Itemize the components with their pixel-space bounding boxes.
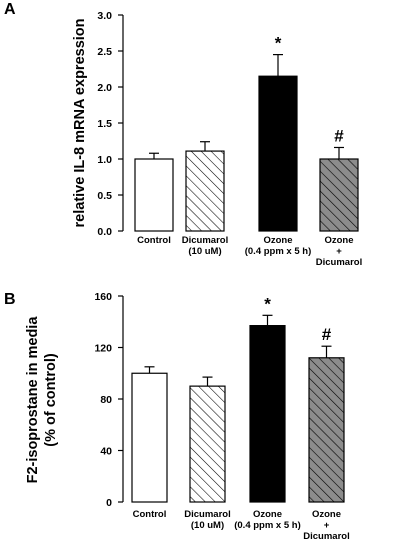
panel-b-category-label: (0.4 ppm x 5 h) bbox=[234, 520, 301, 531]
panel-b-y-tick-label: 120 bbox=[94, 343, 112, 355]
panel-b-y-tick-label: 0 bbox=[106, 497, 112, 509]
panel-b-bar bbox=[249, 325, 286, 503]
panel-b-letter: B bbox=[4, 291, 16, 308]
panel-b-y-tick-label: 160 bbox=[94, 291, 112, 303]
panel-a-bar bbox=[185, 150, 225, 232]
panel-a-y-tick-label: 1.0 bbox=[97, 154, 112, 166]
panel-b-category-label: Ozone bbox=[253, 509, 282, 520]
panel-a-category-label: Ozone bbox=[263, 235, 292, 246]
panel-b-category-label: Ozone bbox=[312, 509, 341, 520]
panel-a-y-tick-label: 0.0 bbox=[97, 226, 112, 238]
panel-b-y-tick-label: 80 bbox=[100, 394, 112, 406]
panel-b-y-axis-label-line: (% of control) bbox=[43, 353, 59, 447]
panel-a-y-tick-label: 2.0 bbox=[97, 82, 112, 94]
panel-a-category-label: Dicumarol bbox=[316, 257, 362, 268]
panel-b-bar bbox=[131, 372, 168, 503]
panel-b-y-tick-label: 40 bbox=[100, 446, 112, 458]
panel-a-bar bbox=[258, 75, 298, 232]
panel-b-y-axis-label-line: F2-isoprostane in media bbox=[25, 316, 41, 484]
panel-b-significance-mark: # bbox=[322, 325, 332, 344]
panel-a-significance-mark: # bbox=[334, 126, 344, 145]
panel-a-category-label: (10 uM) bbox=[188, 246, 221, 257]
panel-b-chart: B 0 40 80 120 160 F2-isoprostane in media (% of… bbox=[4, 291, 350, 540]
panel-a-category-label: (0.4 ppm x 5 h) bbox=[245, 246, 312, 257]
panel-a-significance-mark: * bbox=[275, 34, 282, 53]
panel-a-category-label: Dicumarol bbox=[182, 235, 228, 246]
panel-b-category-label: Dicumarol bbox=[184, 509, 230, 520]
panel-b-significance-mark: * bbox=[264, 294, 271, 313]
panel-a-y-axis-label-line: relative IL-8 mRNA expression bbox=[72, 19, 88, 228]
panel-b-category-label: Dicumarol bbox=[303, 531, 349, 540]
panel-a-y-tick-label: 2.5 bbox=[97, 46, 112, 58]
panel-a-category-label: + bbox=[336, 246, 342, 257]
panel-b-bar bbox=[308, 357, 345, 503]
panel-a-letter: A bbox=[4, 1, 16, 18]
panel-a-category-label: Ozone bbox=[324, 235, 353, 246]
panel-b-category-label: + bbox=[324, 520, 330, 531]
panel-a-y-tick-label: 3.0 bbox=[97, 10, 112, 22]
panel-a-bar bbox=[319, 158, 359, 232]
panel-a-y-tick-label: 1.5 bbox=[97, 118, 112, 130]
panel-a-category-label: Control bbox=[137, 235, 171, 246]
panel-b-bar bbox=[189, 385, 226, 503]
panel-a-chart: A 0.0 0.5 1.0 1.5 2.0 2.5 3.0 relative IL-8 mRNA… bbox=[4, 1, 362, 268]
panel-b-y-axis-label: F2-isoprostane in media (% of control) bbox=[25, 316, 59, 484]
panel-a-y-tick-label: 0.5 bbox=[97, 190, 112, 202]
panel-a-y-axis-label: relative IL-8 mRNA expression bbox=[72, 19, 88, 228]
panel-b-category-label: (10 uM) bbox=[191, 520, 224, 531]
panel-a-bar bbox=[134, 158, 174, 232]
panel-b-category-label: Control bbox=[133, 509, 167, 520]
